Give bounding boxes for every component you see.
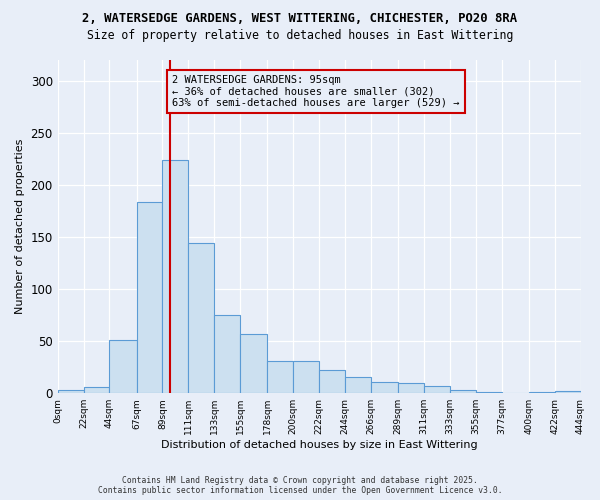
Bar (137, 202, 163, 393)
Bar (188, 244, 214, 393)
Bar (240, 334, 267, 393)
Y-axis label: Number of detached properties: Number of detached properties (15, 139, 25, 314)
Bar (267, 361, 293, 393)
Text: 2 WATERSEDGE GARDENS: 95sqm
← 36% of detached houses are smaller (302)
63% of se: 2 WATERSEDGE GARDENS: 95sqm ← 36% of det… (172, 75, 460, 108)
Bar (109, 340, 137, 393)
Bar (424, 386, 450, 393)
Bar (163, 160, 188, 393)
Text: Contains HM Land Registry data © Crown copyright and database right 2025.
Contai: Contains HM Land Registry data © Crown c… (98, 476, 502, 495)
Bar (371, 382, 398, 393)
Bar (83, 387, 109, 393)
Bar (476, 392, 502, 393)
Bar (293, 361, 319, 393)
Bar (529, 392, 554, 393)
Bar (58, 390, 83, 393)
Bar (345, 376, 371, 393)
Text: Size of property relative to detached houses in East Wittering: Size of property relative to detached ho… (87, 29, 513, 42)
Bar (398, 383, 424, 393)
Bar (450, 390, 476, 393)
Bar (214, 315, 240, 393)
Text: 2, WATERSEDGE GARDENS, WEST WITTERING, CHICHESTER, PO20 8RA: 2, WATERSEDGE GARDENS, WEST WITTERING, C… (82, 12, 518, 26)
Bar (319, 370, 345, 393)
X-axis label: Distribution of detached houses by size in East Wittering: Distribution of detached houses by size … (161, 440, 478, 450)
Bar (554, 391, 581, 393)
